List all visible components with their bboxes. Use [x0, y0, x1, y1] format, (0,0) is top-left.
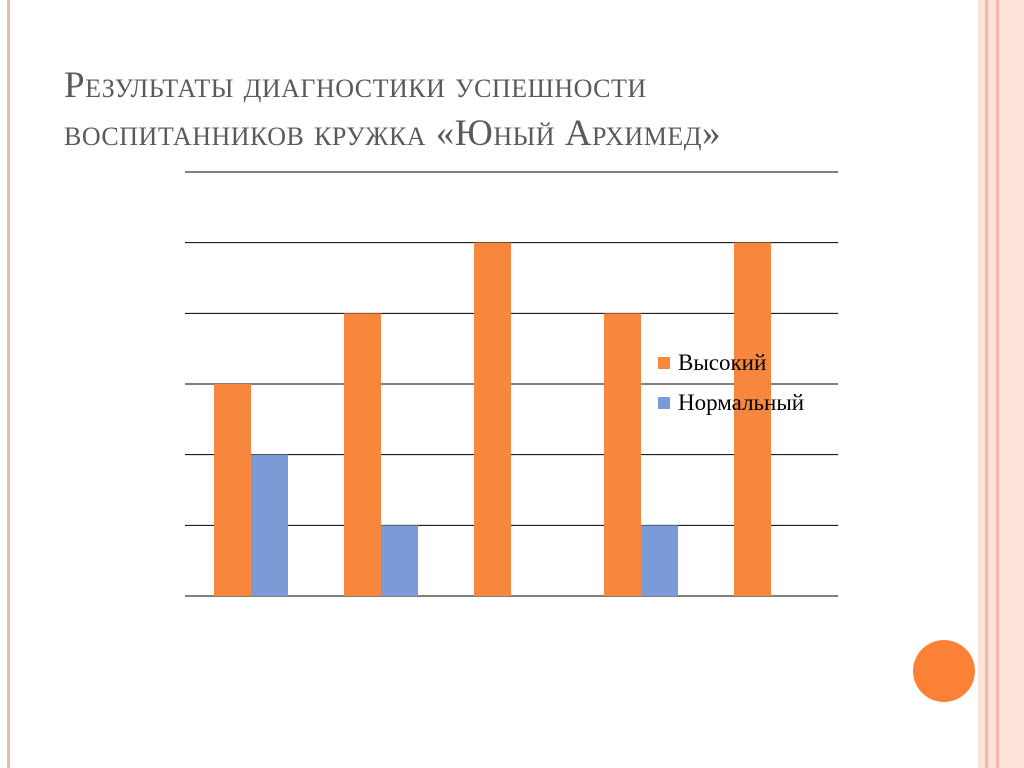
bar-high [734, 242, 771, 596]
legend-label: Нормальный [678, 390, 804, 415]
legend-swatch [658, 397, 670, 409]
bar-high [604, 313, 641, 596]
slide-title-line-2: воспитанников кружка «Юный Архимед» [64, 113, 721, 154]
accent-circle [913, 640, 975, 702]
bar-normal [381, 525, 418, 596]
slide-title-line-1: Результаты диагностики успешности [64, 65, 647, 106]
legend-label: Высокий [678, 350, 766, 375]
bar-normal [641, 525, 678, 596]
bar-normal [251, 454, 288, 596]
bar-high [214, 384, 251, 596]
bar-high [474, 242, 511, 596]
legend-swatch [658, 357, 670, 369]
slide-title: Результаты диагностики успешности воспит… [64, 62, 944, 158]
bar-high [344, 313, 381, 596]
frame-left-stripe [7, 0, 10, 768]
frame-right-stripes [978, 0, 1024, 768]
